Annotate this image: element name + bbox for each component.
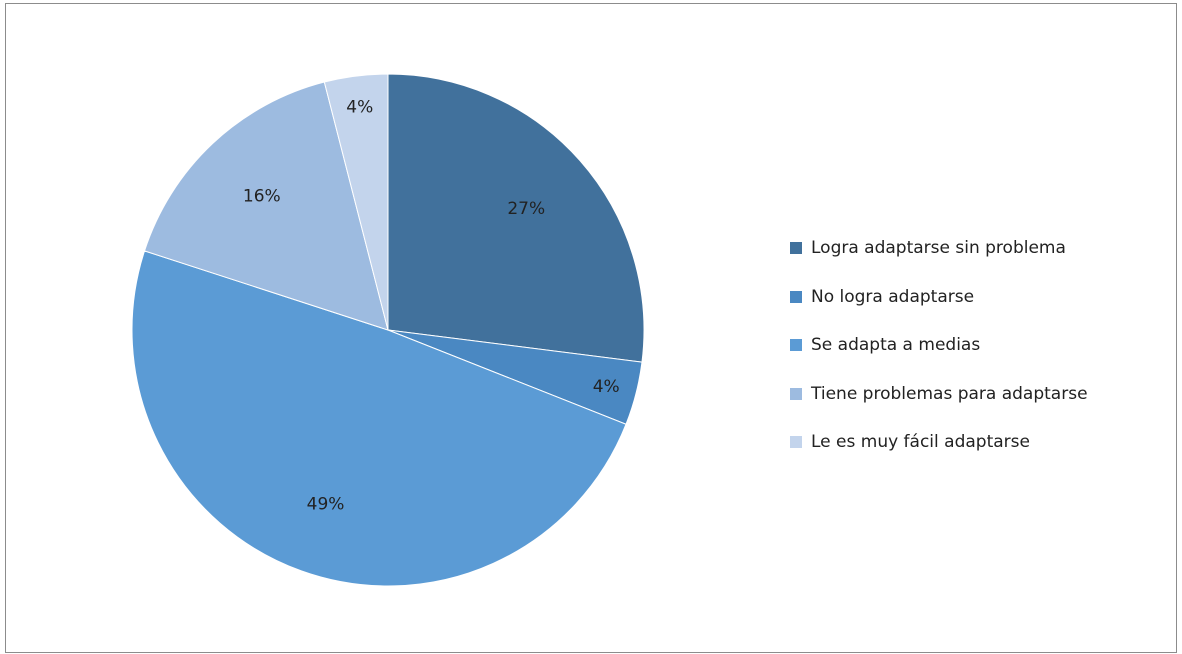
legend-label: Le es muy fácil adaptarse: [811, 432, 1030, 453]
legend-label: Logra adaptarse sin problema: [811, 238, 1066, 259]
data-label-3: 16%: [243, 187, 281, 207]
pie-slice-3: [143, 81, 389, 331]
legend-swatch: [790, 290, 802, 303]
legend-swatch: [790, 242, 802, 255]
legend: Logra adaptarse sin problema No logra ada…: [790, 224, 1088, 467]
data-label-1: 4%: [593, 377, 620, 397]
legend-item-0: Logra adaptarse sin problema: [790, 224, 1088, 273]
legend-swatch: [790, 436, 802, 449]
legend-item-4: Le es muy fácil adaptarse: [790, 418, 1088, 467]
data-label-2: 49%: [307, 494, 345, 514]
data-label-4: 4%: [346, 97, 373, 117]
legend-item-3: Tiene problemas para adaptarse: [790, 370, 1088, 419]
pie-slice-0: [387, 73, 645, 363]
data-label-0: 27%: [507, 199, 545, 219]
legend-label: Se adapta a medias: [811, 335, 981, 356]
legend-item-1: No logra adaptarse: [790, 273, 1088, 322]
pie-slice-2: [131, 250, 627, 587]
legend-label: Tiene problemas para adaptarse: [811, 383, 1088, 404]
pie-chart: 27% 4% 49% 16% 4%: [131, 73, 645, 587]
chart-area: 27% 4% 49% 16% 4% Logra adaptarse sin proble…: [5, 3, 1177, 653]
legend-swatch: [790, 387, 802, 400]
legend-item-2: Se adapta a medias: [790, 321, 1088, 370]
pie-slice-4: [323, 73, 389, 331]
legend-swatch: [790, 339, 802, 352]
legend-label: No logra adaptarse: [811, 286, 975, 307]
